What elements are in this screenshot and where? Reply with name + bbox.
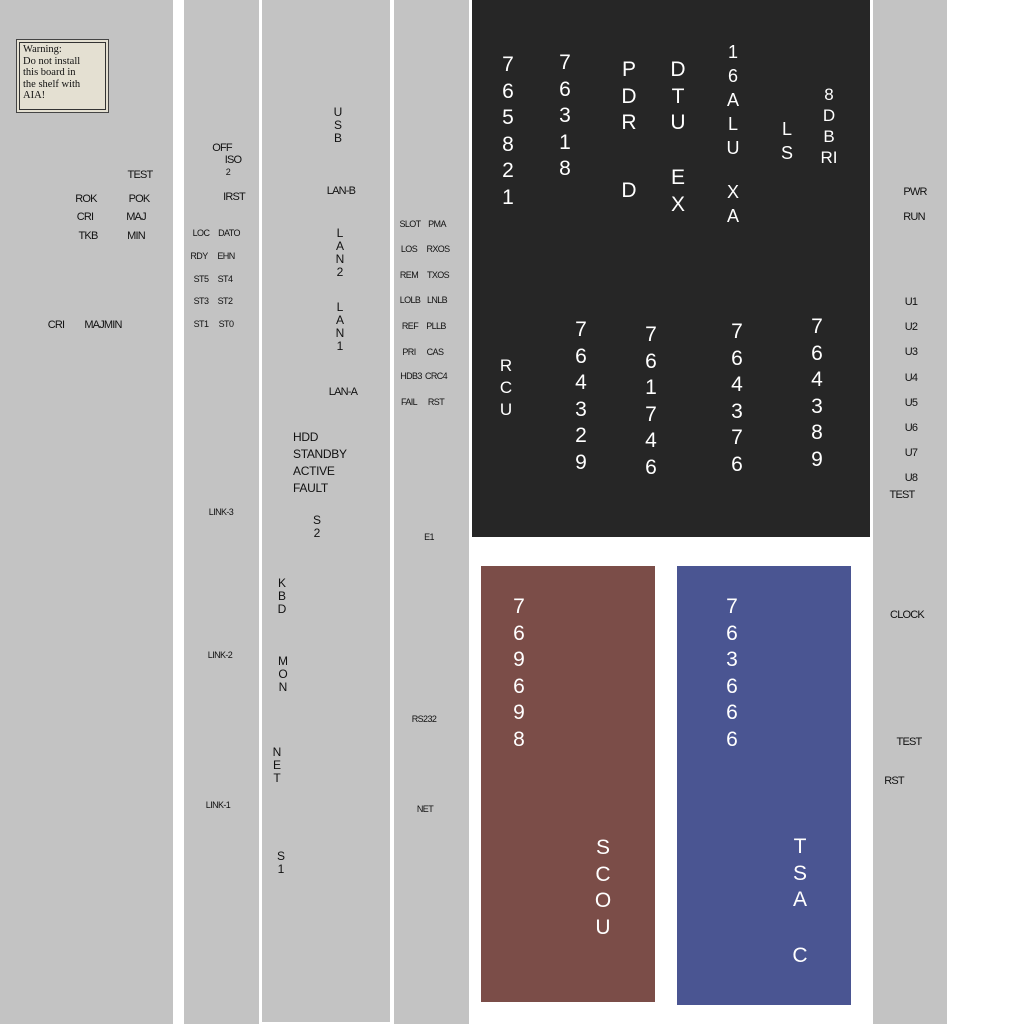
fail-led-label: FAIL xyxy=(400,397,418,407)
cri-label: CRI xyxy=(47,319,65,331)
clock-board-panel xyxy=(873,0,947,1024)
s2-switch-label: S2 xyxy=(312,513,321,540)
lan1-port-label: LAN1 xyxy=(335,300,345,353)
pwr-led-label: PWR xyxy=(903,186,927,198)
irst-button-label[interactable]: IRST xyxy=(223,191,246,203)
st4-led-label: ST4 xyxy=(217,274,233,284)
u5-led-label: U5 xyxy=(904,397,918,409)
u7-led-label: U7 xyxy=(904,447,918,459)
lan-a-port-label: LAN-A xyxy=(328,386,358,398)
pdr-label: PDR xyxy=(621,58,637,134)
net-port-label: NET xyxy=(272,745,282,785)
pma-led-label: PMA xyxy=(428,219,446,229)
tsac-name-c: C xyxy=(792,944,808,967)
rxos-led-label: RXOS xyxy=(426,244,450,254)
cri-led-label: CRI xyxy=(76,211,94,223)
st5-led-label: ST5 xyxy=(193,274,209,284)
tsac-module[interactable] xyxy=(677,566,851,1005)
status-led-labels: HDD STANDBY ACTIVE FAULT xyxy=(293,430,347,495)
ref-led-label: REF xyxy=(401,321,419,331)
clock-port-label: CLOCK xyxy=(890,609,925,621)
lan2-port-label: LAN2 xyxy=(335,226,345,279)
iso-label: ISO xyxy=(224,154,242,166)
dtu-ex-label: EX xyxy=(670,166,685,216)
majmin-label: MAJMIN xyxy=(84,319,122,331)
min-led-label: MIN xyxy=(127,230,146,242)
tkb-led-label: TKB xyxy=(78,230,99,242)
e1-board-panel xyxy=(394,0,469,1024)
mon-port-label: MON xyxy=(278,654,288,694)
crc4-led-label: CRC4 xyxy=(424,371,448,381)
run-led-label: RUN xyxy=(903,211,925,223)
link-1-port-label: LINK-1 xyxy=(205,800,231,810)
lan-b-port-label: LAN-B xyxy=(326,185,356,197)
alu-xa-label: XA xyxy=(726,182,740,226)
u4-led-label: U4 xyxy=(904,372,918,384)
ls-label: LS xyxy=(780,119,794,163)
u6-led-label: U6 xyxy=(904,422,918,434)
u8-led-label: U8 xyxy=(904,472,918,484)
rs232-port-label: RS232 xyxy=(411,714,437,724)
st2-led-label: ST2 xyxy=(217,296,233,306)
ehn-led-label: EHN xyxy=(217,251,235,261)
net-port-label: NET xyxy=(416,804,434,814)
test-led-label: TEST xyxy=(889,489,916,501)
maj-led-label: MAJ xyxy=(126,211,146,223)
pok-led-label: POK xyxy=(128,193,151,205)
8dbri-label: 8DBRI xyxy=(820,85,838,167)
e1-port-label: E1 xyxy=(424,532,434,542)
scou-code: 769698 xyxy=(513,595,525,751)
rst-button-label[interactable]: RST xyxy=(427,397,445,407)
u2-led-label: U2 xyxy=(904,321,918,333)
module-code-764376: 764376 xyxy=(731,320,743,476)
alarm-board-panel xyxy=(0,0,173,1024)
lnlb-led-label: LNLB xyxy=(426,295,448,305)
s1-switch-label: S1 xyxy=(276,849,285,876)
st1-led-label: ST1 xyxy=(193,319,209,329)
u3-led-label: U3 xyxy=(904,346,918,358)
module-code-76318: 76318 xyxy=(559,51,571,180)
test-label: TEST xyxy=(127,169,154,181)
pri-led-label: PRI xyxy=(402,347,416,357)
slot-led-label: SLOT xyxy=(399,219,421,229)
lolb-led-label: LOLB xyxy=(399,295,421,305)
link-board-panel xyxy=(184,0,259,1024)
usb-port-label: USB xyxy=(333,105,343,145)
module-code-764389: 764389 xyxy=(811,315,823,471)
rem-led-label: REM xyxy=(399,270,419,280)
st3-led-label: ST3 xyxy=(193,296,209,306)
dtu-label: DTU xyxy=(670,58,686,134)
off-label: OFF xyxy=(212,142,232,154)
rcu-label: RCU xyxy=(499,356,513,419)
loc-led-label: LOC xyxy=(192,228,210,238)
dato-led-label: DATO xyxy=(218,228,240,238)
module-code-765821: 765821 xyxy=(502,53,514,209)
pdr-d-label: D xyxy=(621,179,637,202)
iso-2-label: 2 xyxy=(225,167,231,177)
hdb3-led-label: HDB3 xyxy=(400,371,422,381)
module-code-764329: 764329 xyxy=(575,318,587,474)
tsac-code: 763666 xyxy=(726,595,738,751)
module-code-761746: 761746 xyxy=(645,323,657,479)
warning-label: Warning: Do not install this board in th… xyxy=(16,39,109,113)
pllb-led-label: PLLB xyxy=(426,321,446,331)
16alu-label: 16ALU xyxy=(726,42,740,158)
tsac-name-tsa: TSA xyxy=(792,835,807,911)
scou-module[interactable] xyxy=(481,566,655,1002)
cas-led-label: CAS xyxy=(426,347,444,357)
test-button-label[interactable]: TEST xyxy=(896,736,923,748)
los-led-label: LOS xyxy=(400,244,418,254)
rst-button-label[interactable]: RST xyxy=(884,775,904,787)
u1-led-label: U1 xyxy=(904,296,918,308)
dark-module-area xyxy=(472,0,870,537)
scou-name: SCOU xyxy=(594,836,612,939)
rok-led-label: ROK xyxy=(75,193,97,205)
kbd-port-label: KBD xyxy=(277,576,287,616)
txos-led-label: TXOS xyxy=(426,270,450,280)
rdy-led-label: RDY xyxy=(190,251,208,261)
st0-led-label: ST0 xyxy=(218,319,234,329)
link-3-port-label: LINK-3 xyxy=(208,507,234,517)
controller-board-panel xyxy=(262,0,390,1022)
link-2-port-label: LINK-2 xyxy=(207,650,233,660)
